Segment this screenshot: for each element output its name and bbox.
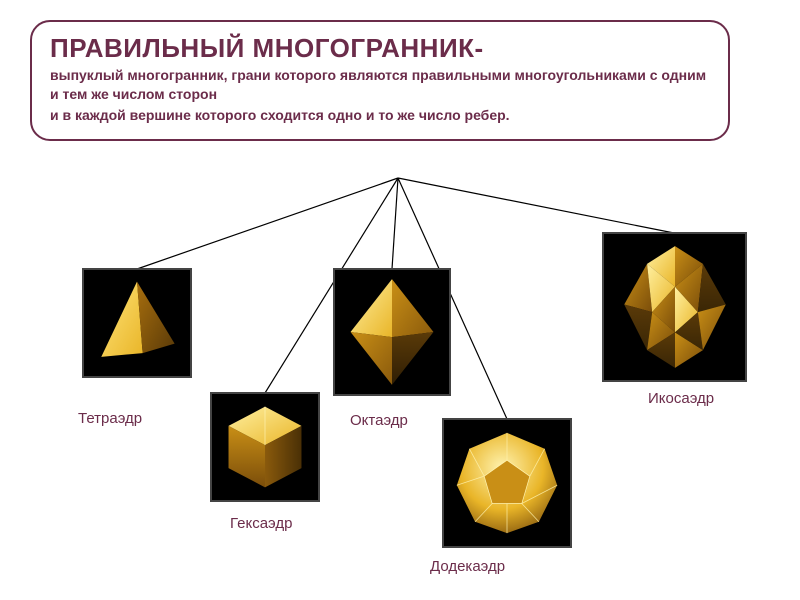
dodecahedron-icon [450, 426, 564, 540]
hexahedron-icon [217, 399, 313, 495]
title-sub2: и в каждой вершине которого сходится одн… [50, 106, 710, 125]
icosahedron-icon [611, 241, 739, 373]
shape-hexahedron [210, 392, 320, 502]
shape-dodecahedron [442, 418, 572, 548]
label-octahedron: Октаэдр [350, 412, 408, 429]
label-tetrahedron: Тетраэдр [78, 410, 142, 427]
octahedron-icon [340, 275, 444, 389]
label-hexahedron: Гексаэдр [230, 515, 292, 532]
label-icosahedron: Икосаэдр [648, 390, 714, 407]
title-main: ПРАВИЛЬНЫЙ МНОГОГРАННИК- [50, 34, 710, 64]
title-box: ПРАВИЛЬНЫЙ МНОГОГРАННИК- выпуклый многог… [30, 20, 730, 141]
shape-icosahedron [602, 232, 747, 382]
shape-tetrahedron [82, 268, 192, 378]
title-sub1: выпуклый многогранник, грани которого яв… [50, 66, 710, 104]
shape-octahedron [333, 268, 451, 396]
tetrahedron-icon [90, 276, 184, 370]
label-dodecahedron: Додекаэдр [430, 558, 505, 575]
